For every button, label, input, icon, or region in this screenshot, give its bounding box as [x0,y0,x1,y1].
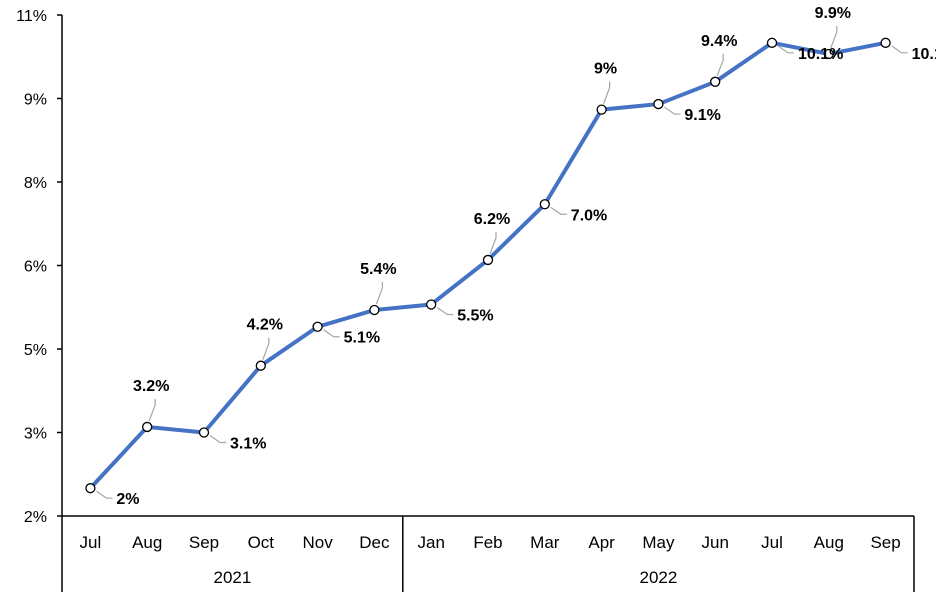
y-tick-label: 2% [24,509,47,526]
label-leader-line [664,106,681,115]
y-axis-ticks: 2% 3% 5% 6% 8% 9% 11% [16,8,62,526]
y-tick-label: 11% [16,8,47,25]
x-category-label: Feb [473,533,502,552]
x-category-label: Oct [248,533,275,552]
label-leader-line [209,435,226,444]
label-leader-line [891,45,908,54]
x-category-label: Sep [870,533,900,552]
group-label: 2022 [639,568,677,587]
axes [61,15,915,592]
label-leader-line [148,398,156,422]
x-category-label: Jul [80,533,102,552]
label-leader-line [716,53,724,77]
data-label: 4.2% [247,317,283,334]
x-axis-categories: Jul Aug Sep Oct Nov Dec Jan Feb Mar Apr May Jun Jul A… [80,533,901,552]
data-label: 2% [116,491,139,508]
data-label: 10.1% [798,46,843,63]
data-point-marker [142,421,153,433]
x-category-label: Aug [814,533,844,552]
x-category-label: Jul [761,533,783,552]
data-point-marker [539,199,550,210]
data-point-marker [482,254,494,266]
data-point-marker [312,321,323,332]
label-leader-line [96,490,113,499]
data-label: 3.1% [230,436,266,453]
data-point-marker [823,48,834,60]
y-tick-label: 9% [24,92,47,109]
data-label: 9.4% [701,33,737,50]
y-tick-label: 3% [24,426,47,443]
data-point-marker [85,483,96,494]
data-point-marker [710,76,721,87]
data-point-marker [255,360,266,371]
label-leader-line [489,231,497,255]
data-point-marker [369,304,380,316]
data-label: 5.4% [360,261,396,278]
series-layer [85,37,891,494]
x-category-label: Jun [701,533,728,552]
x-category-label: Nov [302,533,333,552]
y-tick-label: 5% [24,342,47,359]
label-leader-line [436,306,454,316]
x-axis-groups: 2021 2022 [213,516,677,592]
data-point-marker [766,37,778,48]
label-leader-line [375,282,383,305]
label-leader-line [550,206,567,215]
group-label: 2021 [213,568,251,587]
x-category-label: Sep [189,533,219,552]
x-category-label: May [642,533,675,552]
series-line [88,40,888,491]
label-leader-line [603,81,611,104]
data-label: 6.2% [474,211,510,228]
data-point-marker [596,104,607,115]
x-category-label: Jan [417,533,444,552]
data-point-marker [426,299,437,310]
label-leader-line [777,45,794,54]
data-point-marker [653,98,664,110]
y-tick-label: 8% [24,175,47,192]
x-category-label: Mar [530,533,560,552]
data-label: 9.1% [684,107,720,124]
data-label: 5.1% [344,330,380,347]
label-leader-line [262,337,270,360]
data-label: 7.0% [571,207,607,224]
label-leader-line [323,329,340,338]
x-category-label: Apr [588,533,615,552]
data-label: 10.1% [912,46,936,63]
data-label: 5.5% [457,307,493,324]
label-leader-line [830,25,838,49]
x-category-label: Dec [359,533,390,552]
data-labels: 2% 3.2% 3.1% 4.2% 5.1% 5.4% 5.5% 6.2% 7.0% 9% 9.1%… [96,5,936,508]
data-label: 9% [594,61,617,78]
y-tick-label: 6% [24,259,47,276]
data-label: 9.9% [815,5,851,22]
x-category-label: Aug [132,533,162,552]
data-point-marker [880,37,891,48]
data-label: 3.2% [133,378,169,395]
data-point-marker [198,427,210,438]
